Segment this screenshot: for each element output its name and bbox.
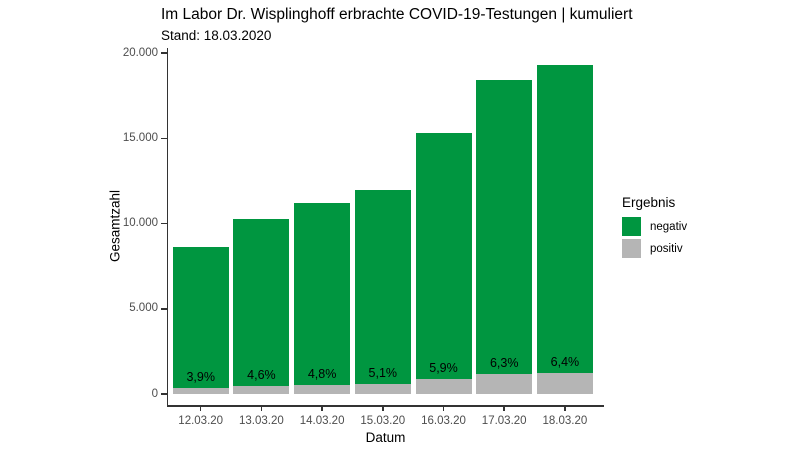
plot-panel: 3,9% 4,6% 4,8% 5,1% 5,9% 6,3% 6,4% — [168, 48, 603, 406]
bar: 6,3% — [476, 80, 533, 394]
bar: 5,9% — [415, 133, 472, 394]
bar-segment-positiv — [476, 374, 533, 394]
bar: 6,4% — [536, 64, 593, 394]
legend-item-positiv: positiv — [622, 239, 687, 258]
x-tick — [503, 406, 505, 411]
bar-segment-negativ — [294, 203, 351, 385]
bar-segment-negativ — [172, 246, 229, 389]
bar-label: 5,1% — [368, 365, 398, 380]
y-tick-label: 0 — [151, 387, 158, 400]
bar-label: 4,6% — [247, 367, 276, 382]
legend-label-negativ: negativ — [650, 220, 688, 233]
bar-label: 6,4% — [550, 354, 580, 369]
x-tick-label: 17.03.20 — [481, 415, 527, 427]
bar: 4,8% — [294, 203, 351, 394]
bar: 3,9% — [172, 246, 229, 394]
y-tick — [161, 393, 167, 395]
x-axis-title: Datum — [365, 430, 406, 445]
x-tick-label: 18.03.20 — [542, 415, 588, 427]
x-axis-line — [166, 405, 604, 407]
bar-segment-negativ — [415, 133, 472, 379]
bar-segment-negativ — [233, 219, 290, 386]
bar-segment-negativ — [536, 64, 593, 373]
legend: Ergebnis negativ positiv — [622, 195, 687, 261]
bar-segment-positiv — [172, 388, 229, 394]
bar-segment-positiv — [233, 385, 290, 394]
x-tick-label: 15.03.20 — [360, 415, 406, 427]
x-tick — [382, 406, 384, 411]
bar-segment-positiv — [415, 378, 472, 394]
legend-item-negativ: negativ — [622, 217, 687, 236]
x-tick — [442, 406, 445, 411]
y-axis-line — [166, 48, 168, 406]
legend-label-positiv: positiv — [650, 242, 683, 255]
bar-label: 6,3% — [489, 356, 519, 371]
y-tick-label: 15.000 — [122, 131, 158, 144]
x-tick — [321, 406, 323, 411]
bar-label: 3,9% — [186, 370, 215, 385]
chart-subtitle: Stand: 18.03.2020 — [161, 28, 272, 43]
bar-segment-positiv — [536, 372, 593, 394]
legend-swatch-positiv-icon — [622, 239, 641, 258]
bar-segment-positiv — [294, 384, 351, 394]
legend-swatch-negativ-icon — [622, 217, 641, 236]
chart-title: Im Labor Dr. Wisplinghoff erbrachte COVI… — [161, 6, 633, 23]
y-tick — [161, 52, 167, 54]
bar-label: 4,8% — [307, 366, 337, 381]
bar: 5,1% — [354, 190, 411, 394]
legend-title: Ergebnis — [622, 195, 676, 210]
x-tick-label: 12.03.20 — [178, 415, 224, 427]
bar-segment-negativ — [354, 190, 411, 384]
x-tick-label: 13.03.20 — [239, 415, 284, 427]
bar-label: 5,9% — [429, 360, 458, 375]
x-tick — [564, 406, 566, 411]
y-tick — [161, 137, 167, 139]
bar-segment-negativ — [476, 80, 533, 375]
y-tick — [161, 222, 167, 225]
x-tick — [260, 406, 263, 411]
bar-segment-positiv — [354, 383, 411, 394]
y-tick-label: 20.000 — [122, 46, 158, 59]
x-tick-label: 16.03.20 — [421, 415, 466, 427]
y-tick-label: 10.000 — [122, 217, 158, 229]
y-tick — [161, 308, 167, 310]
x-tick — [199, 406, 202, 411]
x-tick-label: 14.03.20 — [299, 415, 345, 427]
y-tick-label: 5.000 — [129, 302, 158, 315]
bar: 4,6% — [233, 219, 290, 394]
